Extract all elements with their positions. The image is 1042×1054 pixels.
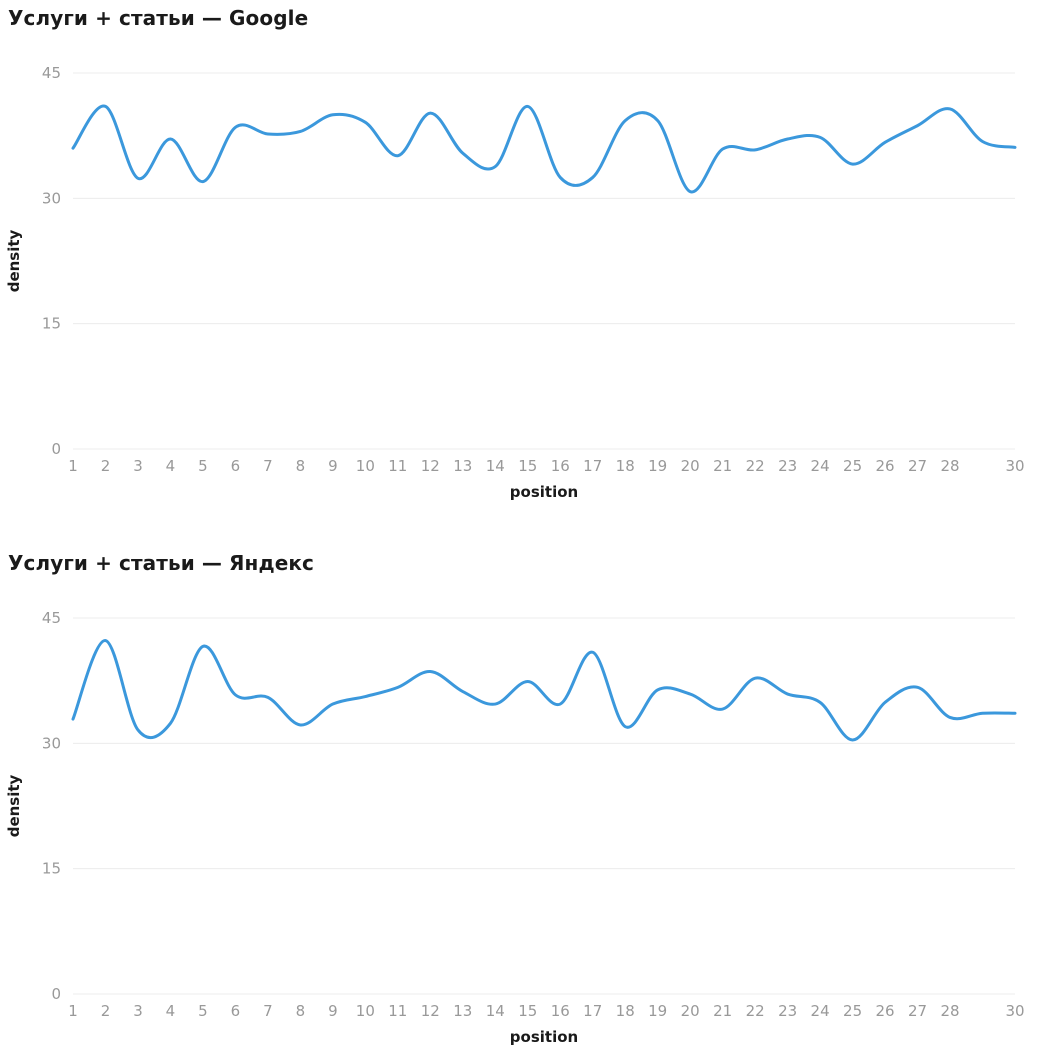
series-line: [71, 639, 1017, 742]
x-tick-label: 15: [518, 1002, 537, 1020]
x-tick-label: 14: [486, 1002, 505, 1020]
y-tick-label: 0: [51, 985, 61, 1003]
x-tick-label: 9: [328, 457, 338, 475]
x-tick-label: 18: [616, 1002, 635, 1020]
y-axis-title: density: [5, 774, 23, 837]
x-tick-label: 8: [296, 1002, 306, 1020]
chart-panel-google: Услуги + статьи — Google 0 15 30 45 1 2 3 4 5 6 7 8…: [0, 0, 1042, 520]
y-tick-label: 45: [42, 64, 61, 82]
x-tick-label: 22: [746, 1002, 765, 1020]
x-tick-label: 28: [940, 1002, 959, 1020]
x-tick-label: 22: [746, 457, 765, 475]
x-tick-label: 6: [231, 1002, 241, 1020]
series-line: [71, 104, 1017, 194]
x-tick-label: 25: [843, 1002, 862, 1020]
y-tick-label: 15: [42, 860, 61, 878]
x-tick-label: 26: [876, 1002, 895, 1020]
y-tick-label: 30: [42, 734, 61, 752]
x-tick-label: 14: [486, 457, 505, 475]
x-tick-label: 26: [876, 457, 895, 475]
x-tick-label: 20: [681, 457, 700, 475]
x-axis-title: position: [510, 1028, 578, 1046]
x-tick-label: 13: [453, 1002, 472, 1020]
x-axis-title: position: [510, 483, 578, 501]
x-tick-label: 15: [518, 457, 537, 475]
x-tick-label: 3: [133, 457, 143, 475]
x-tick-label: 10: [356, 457, 375, 475]
x-tick-label: 25: [843, 457, 862, 475]
chart-title: Услуги + статьи — Google: [8, 6, 309, 30]
x-tick-label: 23: [778, 1002, 797, 1020]
x-tick-label: 1: [68, 457, 78, 475]
x-tick-label: 21: [713, 1002, 732, 1020]
x-tick-label: 17: [583, 457, 602, 475]
x-tick-label: 24: [811, 1002, 830, 1020]
x-tick-label: 17: [583, 1002, 602, 1020]
y-tick-label: 15: [42, 315, 61, 333]
x-tick-label: 5: [198, 457, 208, 475]
x-tick-label: 9: [328, 1002, 338, 1020]
x-tick-label: 7: [263, 457, 273, 475]
x-tick-label: 30: [1005, 1002, 1024, 1020]
x-tick-label: 2: [101, 1002, 111, 1020]
x-tick-label: 27: [908, 1002, 927, 1020]
x-tick-label: 19: [648, 457, 667, 475]
x-tick-label: 5: [198, 1002, 208, 1020]
x-tick-label: 16: [551, 457, 570, 475]
x-tick-label: 12: [421, 457, 440, 475]
x-tick-label: 7: [263, 1002, 273, 1020]
x-tick-label: 3: [133, 1002, 143, 1020]
x-tick-label: 21: [713, 457, 732, 475]
x-tick-label: 30: [1005, 457, 1024, 475]
x-tick-label: 20: [681, 1002, 700, 1020]
x-tick-label: 8: [296, 457, 306, 475]
y-tick-label: 0: [51, 440, 61, 458]
chart-title: Услуги + статьи — Яндекс: [8, 551, 314, 575]
x-tick-label: 4: [166, 457, 176, 475]
x-tick-label: 28: [940, 457, 959, 475]
x-tick-label: 12: [421, 1002, 440, 1020]
x-tick-label: 2: [101, 457, 111, 475]
y-tick-label: 30: [42, 189, 61, 207]
x-tick-label: 10: [356, 1002, 375, 1020]
x-tick-label: 11: [388, 457, 407, 475]
x-tick-label: 27: [908, 457, 927, 475]
y-tick-label: 45: [42, 609, 61, 627]
x-tick-label: 19: [648, 1002, 667, 1020]
x-tick-label: 13: [453, 457, 472, 475]
x-tick-label: 11: [388, 1002, 407, 1020]
x-tick-label: 6: [231, 457, 241, 475]
x-tick-label: 4: [166, 1002, 176, 1020]
y-axis-title: density: [5, 229, 23, 292]
x-tick-label: 1: [68, 1002, 78, 1020]
x-tick-label: 16: [551, 1002, 570, 1020]
x-tick-label: 23: [778, 457, 797, 475]
x-tick-label: 24: [811, 457, 830, 475]
x-tick-label: 18: [616, 457, 635, 475]
chart-panel-yandex: Услуги + статьи — Яндекс 0 15 30 45 1 2 3 4 5 6 7 8…: [0, 545, 1042, 1054]
